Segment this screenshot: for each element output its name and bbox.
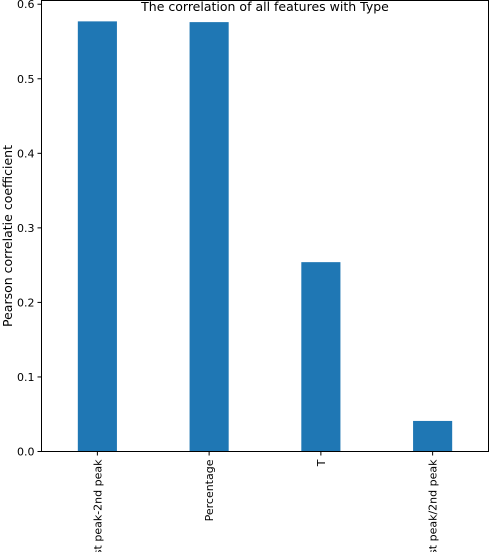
x-tick-label: 1st peak-2nd peak (91, 459, 104, 552)
y-tick-label: 0.1 (17, 371, 35, 384)
bars-group (77, 21, 453, 452)
bar-1st-peak-2nd-peak (413, 420, 453, 452)
y-tick-label: 0.4 (17, 147, 35, 160)
bar-t (301, 262, 341, 452)
y-axis: 0.0 0.1 0.2 0.3 0.4 0.5 0.6 (17, 0, 42, 459)
y-tick-label: 0.6 (17, 0, 35, 11)
bar-1st-peak-2nd-peak (77, 21, 117, 452)
x-tick-label: Percentage (203, 459, 216, 521)
y-tick-label: 0.5 (17, 73, 35, 86)
y-axis-label: Pearson correlatie coefficient (0, 145, 15, 327)
x-axis: 1st peak-2nd peak Percentage T 1st peak/2nd… (91, 451, 440, 552)
y-tick-label: 0.0 (17, 446, 35, 459)
x-tick-label: T (315, 459, 328, 467)
chart-title: The correlation of all features with Typ… (140, 0, 389, 14)
bar-percentage (189, 22, 229, 452)
y-tick-label: 0.3 (17, 222, 35, 235)
x-tick-label: 1st peak/2nd peak (427, 459, 440, 552)
y-tick-label: 0.2 (17, 296, 35, 309)
